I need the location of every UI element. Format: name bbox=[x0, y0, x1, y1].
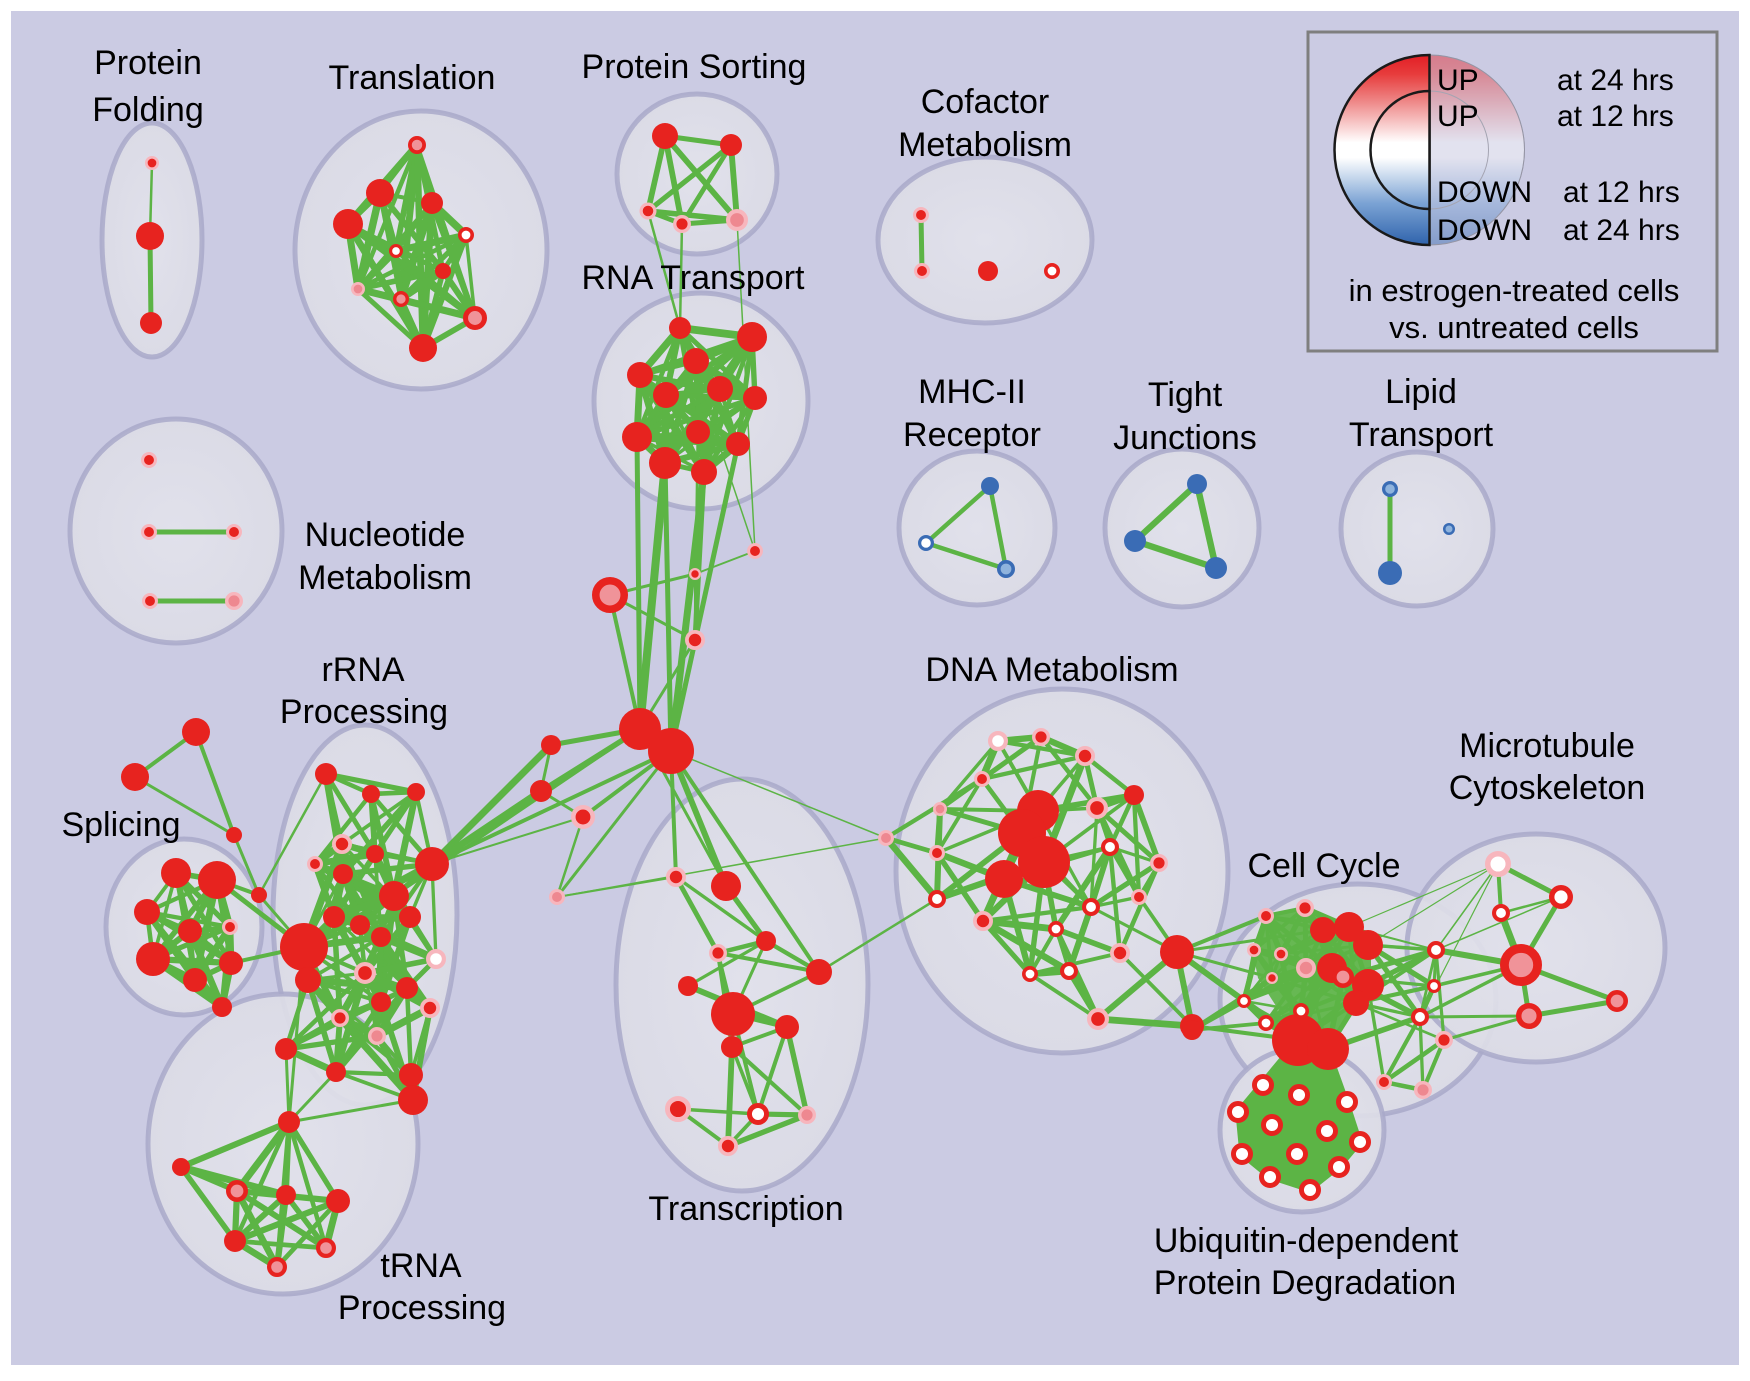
svg-text:Ubiquitin-dependent: Ubiquitin-dependent bbox=[1154, 1222, 1459, 1260]
svg-text:Tight: Tight bbox=[1148, 376, 1223, 414]
svg-text:DOWN: DOWN bbox=[1437, 214, 1532, 247]
svg-text:Cofactor: Cofactor bbox=[921, 83, 1050, 121]
svg-text:Metabolism: Metabolism bbox=[298, 559, 472, 597]
svg-text:at 24 hrs: at 24 hrs bbox=[1563, 214, 1680, 247]
svg-text:at 12 hrs: at 12 hrs bbox=[1557, 100, 1674, 133]
svg-text:Translation: Translation bbox=[329, 59, 496, 97]
svg-text:Processing: Processing bbox=[338, 1289, 506, 1327]
svg-text:vs. untreated cells: vs. untreated cells bbox=[1389, 310, 1639, 345]
svg-text:UP: UP bbox=[1437, 100, 1479, 133]
svg-text:Cell Cycle: Cell Cycle bbox=[1247, 847, 1400, 885]
svg-text:at 24 hrs: at 24 hrs bbox=[1557, 64, 1674, 97]
svg-text:rRNA: rRNA bbox=[321, 651, 404, 689]
svg-text:Cytoskeleton: Cytoskeleton bbox=[1449, 769, 1646, 807]
svg-text:Processing: Processing bbox=[280, 693, 448, 731]
svg-text:DNA Metabolism: DNA Metabolism bbox=[925, 651, 1178, 689]
svg-text:Folding: Folding bbox=[92, 91, 204, 129]
svg-text:Microtubule: Microtubule bbox=[1459, 727, 1635, 765]
svg-text:RNA Transport: RNA Transport bbox=[582, 259, 806, 297]
svg-text:MHC-II: MHC-II bbox=[918, 373, 1026, 411]
svg-text:Protein: Protein bbox=[94, 44, 202, 82]
svg-text:DOWN: DOWN bbox=[1437, 176, 1532, 209]
svg-text:Splicing: Splicing bbox=[61, 806, 180, 844]
svg-text:Nucleotide: Nucleotide bbox=[305, 516, 466, 554]
svg-text:Transcription: Transcription bbox=[648, 1190, 843, 1228]
svg-text:Protein Sorting: Protein Sorting bbox=[582, 48, 807, 86]
svg-text:tRNA: tRNA bbox=[380, 1247, 462, 1285]
svg-text:Metabolism: Metabolism bbox=[898, 126, 1072, 164]
svg-text:Lipid: Lipid bbox=[1385, 373, 1457, 411]
svg-text:Protein Degradation: Protein Degradation bbox=[1154, 1264, 1456, 1302]
svg-text:at 12 hrs: at 12 hrs bbox=[1563, 176, 1680, 209]
svg-text:Transport: Transport bbox=[1349, 416, 1494, 454]
svg-text:Junctions: Junctions bbox=[1113, 419, 1257, 457]
svg-text:Receptor: Receptor bbox=[903, 416, 1041, 454]
svg-text:UP: UP bbox=[1437, 64, 1479, 97]
svg-text:in estrogen-treated cells: in estrogen-treated cells bbox=[1349, 273, 1680, 308]
